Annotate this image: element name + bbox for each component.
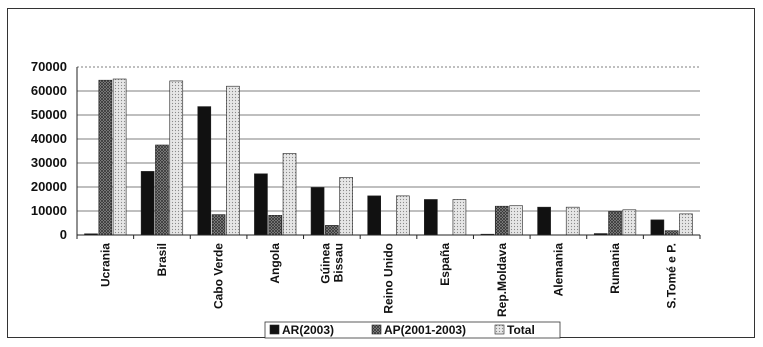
- bar-total: [112, 78, 127, 236]
- bar-ap-2001-2003: [494, 205, 509, 236]
- y-tick-label: 40000: [31, 131, 67, 146]
- legend-label: Total: [507, 323, 535, 337]
- x-category-label: Gúinea: [318, 243, 332, 284]
- legend-label: AP(2001-2003): [384, 323, 466, 337]
- legend-swatch: [371, 324, 382, 335]
- bar-total: [226, 85, 240, 236]
- x-category-label: Bissau: [331, 243, 345, 282]
- bar-total: [452, 199, 467, 236]
- x-category-label: Reino Unido: [382, 243, 396, 314]
- y-tick-label: 70000: [31, 59, 67, 74]
- bar-total: [565, 206, 580, 236]
- x-category-label: Cabo Verde: [212, 243, 226, 309]
- bar-total: [339, 177, 353, 236]
- bar-ap-2001-2003: [98, 79, 113, 236]
- bar-ar-2003: [537, 206, 551, 236]
- y-tick-label: 50000: [31, 107, 67, 122]
- bar-ar-2003: [424, 199, 438, 236]
- y-tick-label: 0: [60, 227, 67, 242]
- x-category-label: Alemania: [551, 243, 565, 297]
- legend-box: [264, 321, 561, 339]
- x-category-label: Rep.Moldava: [495, 243, 509, 317]
- y-tick-label: 10000: [31, 203, 67, 218]
- legend-swatch: [494, 324, 505, 335]
- bar-ar-2003: [140, 171, 155, 236]
- bar-ar-2003: [367, 195, 382, 236]
- chart-frame: [7, 8, 755, 338]
- y-tick-label: 60000: [31, 83, 67, 98]
- x-category-label: Ucrania: [98, 243, 112, 287]
- bar-ap-2001-2003: [211, 214, 226, 236]
- bar-total: [679, 213, 693, 236]
- x-category-label: S.Tomé e P.: [665, 243, 679, 309]
- bar-ap-2001-2003: [325, 225, 339, 236]
- bar-total: [282, 153, 297, 236]
- bar-ap-2001-2003: [155, 144, 169, 236]
- legend-label: AR(2003): [282, 323, 334, 337]
- bar-ar-2003: [310, 187, 325, 236]
- x-category-label: Brasil: [155, 243, 169, 276]
- bar-ar-2003: [254, 173, 268, 236]
- bar-ap-2001-2003: [268, 215, 283, 236]
- x-category-label: Angola: [268, 243, 282, 284]
- y-tick-label: 30000: [31, 155, 67, 170]
- x-category-label: Rumania: [608, 243, 622, 294]
- bar-total: [509, 205, 523, 236]
- bar-ap-2001-2003: [664, 230, 679, 236]
- bar-total: [622, 209, 637, 236]
- bar-ap-2001-2003: [608, 211, 622, 236]
- bar-total: [169, 80, 184, 236]
- bar-ar-2003: [650, 219, 665, 236]
- y-tick-label: 20000: [31, 179, 67, 194]
- bar-ar-2003: [197, 106, 212, 236]
- x-category-label: España: [438, 243, 452, 286]
- legend-swatch: [269, 324, 280, 335]
- bar-total: [395, 195, 410, 236]
